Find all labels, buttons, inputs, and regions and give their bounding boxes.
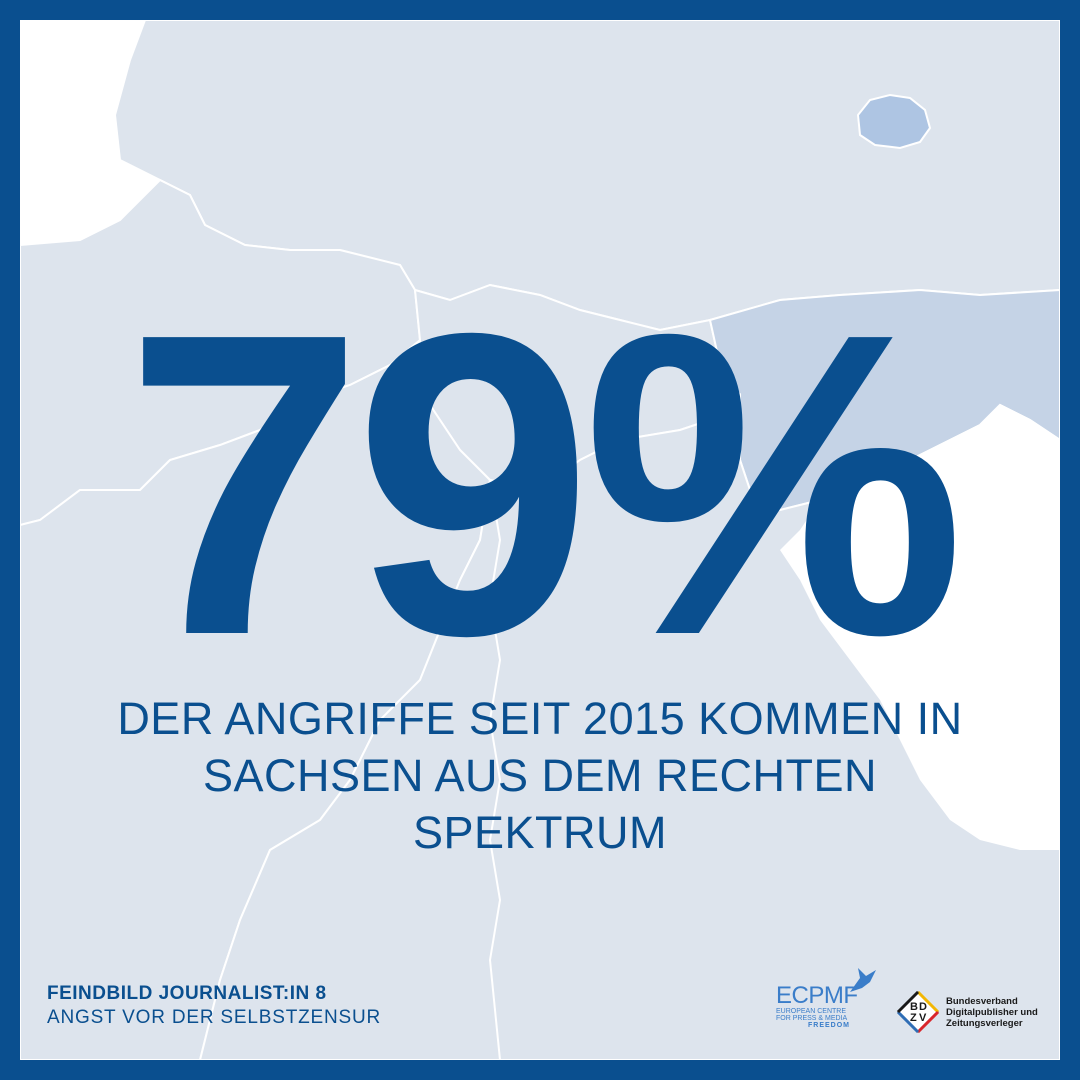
map-outside-area xyxy=(780,405,1060,850)
bdzv-line-1: Bundesverband xyxy=(946,996,1018,1007)
bdzv-letter-d: D xyxy=(919,1001,927,1013)
map-region-berlin xyxy=(856,93,932,150)
ecpmf-wordmark: ECPMF xyxy=(776,982,858,1009)
map-border-bw xyxy=(488,479,502,1060)
bdzv-line-3: Zeitungsverleger xyxy=(946,1018,1023,1029)
bdzv-letter-v: V xyxy=(919,1012,927,1024)
ecpmf-line-1: EUROPEAN CENTRE xyxy=(776,1008,847,1015)
headline-description: DER ANGRIFFE SEIT 2015 KOMMEN IN SACHSEN… xyxy=(117,693,963,858)
series-title: FEINDBILD JOURNALIST:IN 8 xyxy=(47,983,327,1004)
bird-icon xyxy=(850,968,876,992)
series-subtitle: ANGST VOR DER SELBSTZENSUR xyxy=(47,1007,382,1028)
bdzv-letter-z: Z xyxy=(910,1012,917,1024)
ecpmf-logo: ECPMF EUROPEAN CENTRE FOR PRESS & MEDIA … xyxy=(776,968,886,1048)
bdzv-mark-icon: B D Z V xyxy=(896,990,940,1034)
bdzv-logo: B D Z V Bundesverband Digitalpublisher u… xyxy=(896,990,1046,1040)
series-label: FEINDBILD JOURNALIST:IN 8 ANGST VOR DER … xyxy=(47,982,381,1030)
bdzv-line-2: Digitalpublisher und xyxy=(946,1007,1038,1018)
headline-percentage: 79% xyxy=(124,245,966,725)
bdzv-letter-b: B xyxy=(910,1001,918,1013)
bdzv-name: Bundesverband Digitalpublisher und Zeitu… xyxy=(946,996,1038,1029)
germany-map xyxy=(20,20,1060,1060)
ecpmf-line-2: FOR PRESS & MEDIA xyxy=(776,1015,848,1022)
ecpmf-line-3: FREEDOM xyxy=(808,1022,850,1029)
